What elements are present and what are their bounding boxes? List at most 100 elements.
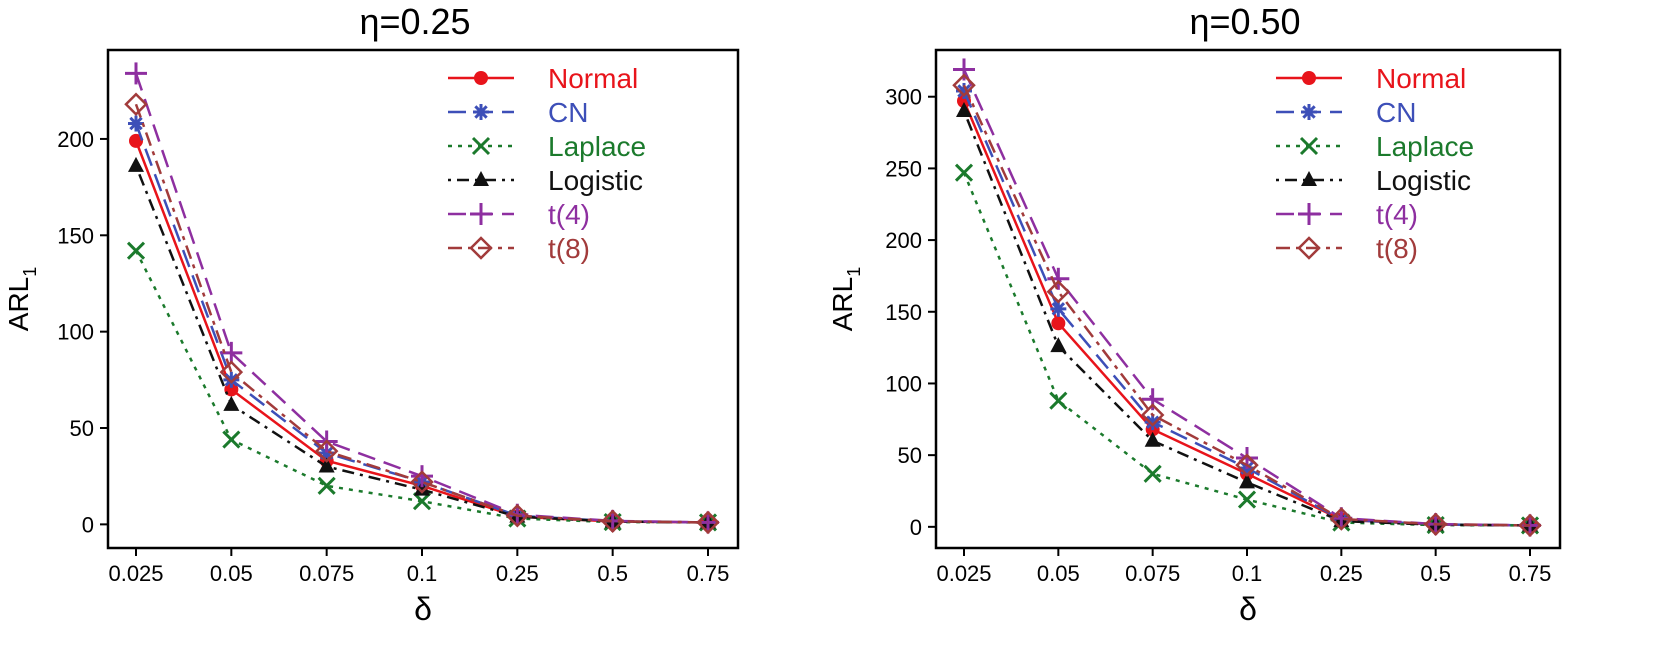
data-point xyxy=(505,503,530,528)
legend-label: t(4) xyxy=(548,199,590,230)
data-point xyxy=(1144,431,1161,447)
data-point xyxy=(1050,300,1067,317)
data-point xyxy=(223,395,240,411)
x-axis-label: δ xyxy=(414,591,432,627)
legend-label: CN xyxy=(1376,97,1416,128)
x-tick-label: 0.5 xyxy=(1420,561,1451,586)
x-tick-label: 0.1 xyxy=(1232,561,1263,586)
y-tick-label: 150 xyxy=(885,300,922,325)
data-point xyxy=(410,470,434,494)
y-tick-label: 100 xyxy=(885,371,922,396)
x-tick-label: 0.75 xyxy=(1509,561,1552,586)
legend-marker xyxy=(1301,171,1317,186)
chart-title: η=0.50 xyxy=(1189,1,1300,42)
legend-marker xyxy=(1298,203,1320,225)
legend-label: Normal xyxy=(1376,63,1466,94)
data-point xyxy=(1235,453,1259,477)
data-point xyxy=(1050,337,1067,353)
y-tick-label: 0 xyxy=(910,515,922,540)
data-point xyxy=(412,492,432,511)
legend-label: Logistic xyxy=(548,165,643,196)
data-point xyxy=(1423,512,1448,537)
y-axis-label-subscript: 1 xyxy=(844,267,864,277)
data-point xyxy=(317,476,336,495)
data-point xyxy=(124,92,148,117)
y-tick-label: 0 xyxy=(82,512,94,537)
data-point xyxy=(128,156,144,172)
y-tick-label: 200 xyxy=(885,228,922,253)
x-axis-label: δ xyxy=(1239,591,1257,627)
data-point xyxy=(223,371,240,388)
legend-marker xyxy=(473,171,489,186)
y-tick-label: 50 xyxy=(898,443,922,468)
data-point xyxy=(222,430,241,449)
data-point xyxy=(126,241,146,260)
y-axis-label-main: ARL xyxy=(3,277,34,331)
data-point xyxy=(952,73,976,98)
series-line xyxy=(962,84,1531,527)
data-point xyxy=(1239,473,1255,489)
data-point xyxy=(1237,490,1257,509)
legend-marker xyxy=(469,236,493,260)
data-point xyxy=(1046,279,1071,304)
data-point xyxy=(954,163,974,182)
x-tick-label: 0.25 xyxy=(496,561,539,586)
legend-label: Laplace xyxy=(548,131,646,162)
x-tick-label: 0.025 xyxy=(936,561,991,586)
y-axis-label-subscript: 1 xyxy=(20,267,40,277)
data-point xyxy=(600,509,625,534)
y-tick-label: 50 xyxy=(70,416,94,441)
legend-label: Laplace xyxy=(1376,131,1474,162)
x-tick-label: 0.075 xyxy=(299,561,354,586)
legend-label: t(8) xyxy=(1376,233,1418,264)
x-tick-label: 0.5 xyxy=(597,561,628,586)
legend-marker xyxy=(1299,136,1319,156)
x-tick-label: 0.025 xyxy=(108,561,163,586)
y-tick-label: 100 xyxy=(57,320,94,345)
data-point xyxy=(1143,464,1162,483)
series-t-8- xyxy=(952,73,1542,538)
data-point xyxy=(1144,414,1161,431)
legend-marker xyxy=(1297,236,1321,260)
legend-label: CN xyxy=(548,97,588,128)
data-point xyxy=(314,439,339,463)
legend-label: Normal xyxy=(548,63,638,94)
data-point xyxy=(953,58,975,81)
data-point xyxy=(219,360,244,384)
legend-marker xyxy=(1302,71,1316,85)
y-tick-label: 250 xyxy=(885,156,922,181)
x-tick-label: 0.075 xyxy=(1125,561,1180,586)
data-point xyxy=(1329,507,1354,531)
data-point xyxy=(129,133,143,148)
data-point xyxy=(125,62,147,85)
data-point xyxy=(1518,513,1542,538)
data-point xyxy=(414,480,430,496)
y-tick-label: 200 xyxy=(57,127,94,152)
y-axis-label: ARL1 xyxy=(3,267,40,331)
data-point xyxy=(1140,403,1165,427)
legend-label: t(4) xyxy=(1376,199,1418,230)
y-tick-label: 150 xyxy=(57,223,94,248)
series-t-8- xyxy=(124,92,720,535)
x-tick-label: 0.25 xyxy=(1320,561,1363,586)
data-point xyxy=(1047,267,1070,290)
legend-label: Logistic xyxy=(1376,165,1471,196)
x-tick-label: 0.75 xyxy=(687,561,730,586)
chart-panel-2: η=0.50 0 50 100 150 200 250 300 0.025 0.05 0.075 0.… xyxy=(827,1,1562,627)
legend-marker xyxy=(471,136,491,156)
legend-marker xyxy=(473,104,489,120)
legend-marker xyxy=(470,203,492,225)
chart-title: η=0.25 xyxy=(359,1,470,42)
x-tick-label: 0.1 xyxy=(407,561,438,586)
x-tick-label: 0.05 xyxy=(1037,561,1080,586)
data-point xyxy=(1051,316,1066,331)
legend-marker xyxy=(1301,104,1317,120)
data-point xyxy=(956,102,972,118)
y-axis-label: ARL1 xyxy=(827,267,864,331)
legend-marker xyxy=(474,71,488,85)
y-tick-label: 300 xyxy=(885,85,922,110)
